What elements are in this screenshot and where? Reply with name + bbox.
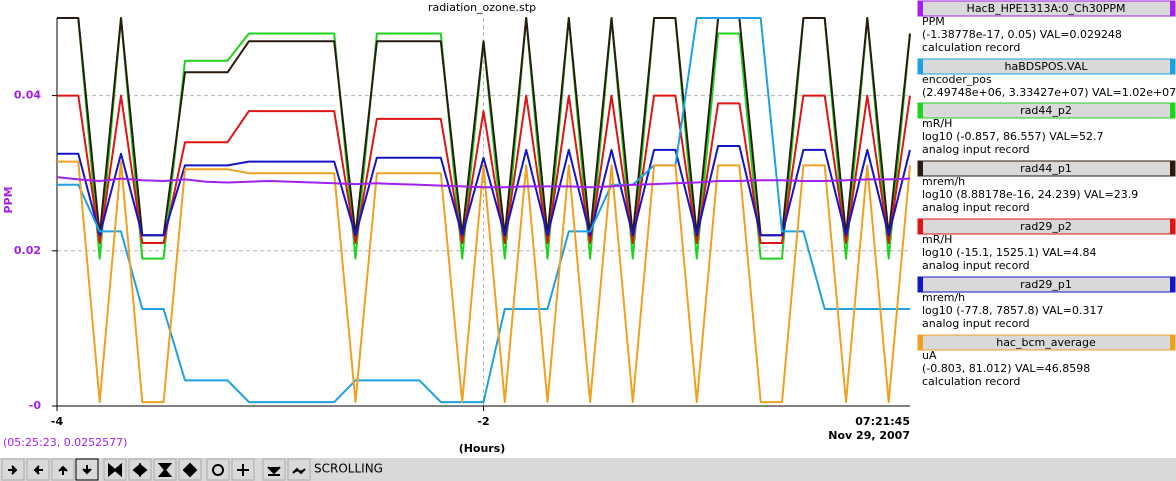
legend-line: encoder_pos <box>922 73 992 86</box>
legend-name: rad29_p1 <box>1020 278 1072 291</box>
legend-name: rad29_p2 <box>1020 220 1072 233</box>
tool-icon <box>292 467 306 475</box>
tool-icon <box>8 465 18 475</box>
legend-swatch-left <box>918 161 923 176</box>
legend-entry: HacB_HPE1313A:0_Ch30PPM PPM(-1.38778e-17,… <box>917 0 1176 54</box>
legend-line: calculation record <box>922 41 1020 54</box>
status-label: SCROLLING <box>314 462 383 476</box>
legend-name: hac_bcm_average <box>996 336 1096 349</box>
legend-line: (-0.803, 81.012) VAL=46.8598 <box>922 362 1090 375</box>
tool-icon <box>267 466 281 476</box>
y-tick-label: 0.04 <box>14 89 41 102</box>
legend-line: (2.49748e+06, 3.33427e+07) VAL=1.02e+07 <box>922 86 1176 99</box>
legend-swatch-left <box>918 277 923 292</box>
legend-line: analog input record <box>922 201 1030 214</box>
legend-line: calculation record <box>922 375 1020 388</box>
trace <box>57 160 911 404</box>
y-tick-label: -0 <box>29 399 42 412</box>
chart-title: radiation_ozone.stp <box>428 1 536 14</box>
date-label: Nov 29, 2007 <box>828 429 910 442</box>
legend-line: mrem/h <box>922 291 965 304</box>
legend-line: mR/H <box>922 233 952 246</box>
legend-swatch-left <box>918 335 923 350</box>
y-tick-label: 0.02 <box>14 244 41 257</box>
tool-icon <box>132 462 148 478</box>
x-axis-label: (Hours) <box>459 442 506 455</box>
toolbar: SCROLLING <box>0 458 1176 481</box>
legend-line: mR/H <box>922 117 952 130</box>
tool-icon <box>157 463 173 477</box>
y-axis-label: PPM <box>2 186 15 213</box>
legend-swatch-right <box>1170 59 1175 74</box>
legend-swatch-right <box>1170 219 1175 234</box>
legend-line: log10 (8.88178e-16, 24.239) VAL=23.9 <box>922 188 1138 201</box>
legend-name: haBDSPOS.VAL <box>1005 60 1089 73</box>
tool-icon <box>108 462 122 478</box>
trace <box>57 17 910 404</box>
legend-name: HacB_HPE1313A:0_Ch30PPM <box>967 2 1126 15</box>
trace <box>57 94 911 244</box>
cursor-readout: (05:25:23, 0.0252577) <box>3 436 127 449</box>
tool-button[interactable] <box>206 458 230 481</box>
tool-icon <box>33 465 43 475</box>
legend-swatch-left <box>918 59 923 74</box>
legend-swatch-right <box>1170 103 1175 118</box>
legend-entry: haBDSPOS.VAL encoder_pos(2.49748e+06, 3.3… <box>917 58 1176 99</box>
legend-line: uA <box>922 349 937 362</box>
legend-swatch-right <box>1170 161 1175 176</box>
legend-swatch-right <box>1170 1 1175 16</box>
tool-icon <box>58 465 68 475</box>
time-label: 07:21:45 <box>855 415 910 428</box>
legend-line: log10 (-15.1, 1525.1) VAL=4.84 <box>922 246 1096 259</box>
legend-name: rad44_p1 <box>1020 162 1072 175</box>
legend-line: PPM <box>922 15 945 28</box>
trace <box>57 145 911 237</box>
toolbar-buttons <box>1 458 311 481</box>
legend-line: log10 (-77.8, 7857.8) VAL=0.317 <box>922 304 1103 317</box>
x-tick-label: -4 <box>51 415 64 428</box>
tool-button[interactable] <box>287 458 311 481</box>
legend-swatch-left <box>918 103 923 118</box>
legend-line: analog input record <box>922 259 1030 272</box>
legend-line: mrem/h <box>922 175 965 188</box>
legend-swatch-left <box>918 219 923 234</box>
legend-swatch-right <box>1170 277 1175 292</box>
x-tick-label: -2 <box>477 415 489 428</box>
tool-icon <box>182 462 198 478</box>
legend-entry: hac_bcm_average uA(-0.803, 81.012) VAL=46… <box>917 334 1176 388</box>
tool-icon <box>212 464 224 476</box>
legend-swatch-left <box>918 1 923 16</box>
legend-line: log10 (-0.857, 86.557) VAL=52.7 <box>922 130 1103 143</box>
legend-line: analog input record <box>922 143 1030 156</box>
legend-swatch-right <box>1170 335 1175 350</box>
trace <box>56 176 911 189</box>
legend-name: rad44_p2 <box>1020 104 1072 117</box>
legend-line: (-1.38778e-17, 0.05) VAL=0.029248 <box>922 28 1122 41</box>
legend-line: analog input record <box>922 317 1030 330</box>
tool-icon <box>237 464 249 476</box>
tool-icon <box>82 465 92 475</box>
